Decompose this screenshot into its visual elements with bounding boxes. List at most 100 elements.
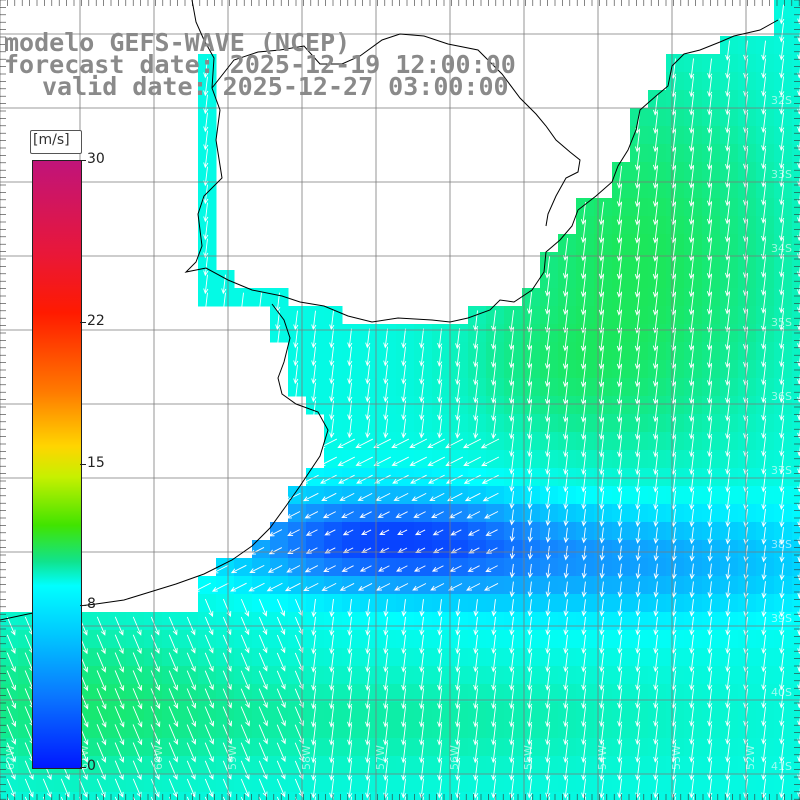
- wind-arrow: [401, 328, 407, 349]
- wind-arrow: [96, 742, 107, 763]
- wind-arrow: [203, 238, 209, 259]
- wind-arrow: [706, 255, 713, 279]
- wind-arrow: [671, 581, 677, 598]
- wind-arrow: [401, 706, 407, 728]
- wind-speed-cell: [378, 792, 397, 800]
- wind-arrow: [311, 706, 317, 728]
- wind-arrow: [419, 634, 425, 655]
- wind-speed-cell: [792, 468, 800, 487]
- wind-arrow: [562, 327, 569, 352]
- wind-arrow: [725, 634, 731, 654]
- wind-arrow: [419, 328, 425, 349]
- wind-arrow: [286, 565, 301, 573]
- wind-arrow: [320, 474, 337, 484]
- wind-speed-cell: [792, 306, 800, 325]
- wind-arrow: [204, 724, 214, 745]
- wind-arrow: [617, 599, 623, 617]
- wind-arrow: [359, 565, 372, 572]
- wind-arrow: [473, 706, 479, 728]
- wind-arrow: [689, 454, 695, 475]
- wind-arrow: [267, 565, 283, 573]
- wind-arrow: [725, 508, 731, 528]
- wind-arrow: [527, 563, 533, 579]
- wind-arrow: [779, 545, 785, 563]
- wind-arrow: [467, 529, 480, 536]
- wind-arrow: [635, 509, 641, 527]
- wind-arrow: [284, 582, 301, 592]
- wind-arrow: [779, 148, 785, 170]
- longitude-label: 59W: [226, 745, 239, 770]
- wind-arrow: [455, 706, 461, 728]
- wind-arrow: [635, 688, 641, 709]
- wind-arrow: [414, 565, 426, 572]
- wind-arrow: [616, 165, 623, 189]
- wind-arrow: [383, 364, 389, 385]
- wind-arrow: [293, 328, 299, 349]
- wind-arrow: [276, 706, 286, 727]
- wind-speed-cell: [792, 108, 800, 127]
- wind-arrow: [337, 456, 355, 466]
- wind-arrow: [761, 310, 767, 332]
- wind-arrow: [580, 201, 587, 225]
- wind-arrow: [150, 706, 161, 728]
- wind-arrow: [377, 565, 390, 572]
- wind-arrow: [361, 529, 372, 536]
- wind-arrow: [203, 148, 209, 169]
- wind-arrow: [96, 670, 107, 692]
- wind-arrow: [401, 760, 407, 781]
- wind-arrow: [779, 220, 785, 242]
- wind-arrow: [437, 760, 443, 781]
- wind-arrow: [357, 492, 373, 501]
- wind-arrow: [707, 112, 713, 134]
- wind-arrow: [150, 634, 160, 655]
- wind-arrow: [563, 778, 569, 799]
- wind-arrow: [276, 599, 286, 617]
- wind-arrow: [491, 706, 497, 728]
- wind-arrow: [383, 706, 389, 728]
- wind-arrow: [432, 529, 444, 536]
- wind-arrow: [634, 201, 641, 226]
- wind-arrow: [240, 724, 250, 745]
- wind-arrow: [779, 454, 785, 475]
- wind-arrow: [431, 511, 444, 519]
- wind-arrow: [284, 492, 301, 502]
- latitude-label: 37S: [771, 464, 792, 477]
- wind-arrow: [599, 581, 605, 598]
- wind-arrow: [168, 724, 179, 746]
- wind-arrow: [599, 472, 605, 493]
- wind-arrow: [347, 599, 353, 618]
- colorbar-tick-label: 15: [87, 454, 105, 471]
- wind-arrow: [401, 364, 407, 385]
- wind-arrow: [581, 599, 587, 617]
- wind-arrow: [186, 688, 197, 709]
- wind-arrow: [707, 706, 713, 727]
- wind-arrow: [383, 346, 389, 367]
- wind-arrow: [779, 634, 785, 655]
- wind-arrow: [653, 509, 659, 528]
- wind-arrow: [761, 706, 767, 727]
- wind-arrow: [347, 652, 353, 673]
- wind-arrow: [653, 652, 659, 673]
- wind-arrow: [617, 706, 623, 728]
- wind-arrow: [599, 418, 605, 441]
- wind-arrow: [527, 454, 533, 475]
- wind-arrow: [545, 418, 551, 440]
- wind-arrow: [598, 291, 605, 316]
- wind-arrow: [527, 724, 533, 746]
- wind-arrow: [463, 474, 481, 484]
- wind-arrow: [304, 511, 319, 519]
- wind-arrow: [6, 724, 16, 745]
- wind-arrow: [42, 778, 52, 798]
- wind-arrow: [635, 527, 641, 544]
- wind-arrow: [222, 706, 232, 727]
- wind-arrow: [653, 706, 659, 727]
- wind-arrow: [258, 778, 268, 798]
- wind-arrow: [707, 418, 713, 440]
- wind-speed-cell: [414, 792, 433, 800]
- latitude-label: 33S: [771, 168, 792, 181]
- wind-arrow: [466, 583, 481, 591]
- wind-arrow: [653, 563, 659, 580]
- wind-arrow: [599, 563, 605, 579]
- wind-arrow: [383, 599, 389, 617]
